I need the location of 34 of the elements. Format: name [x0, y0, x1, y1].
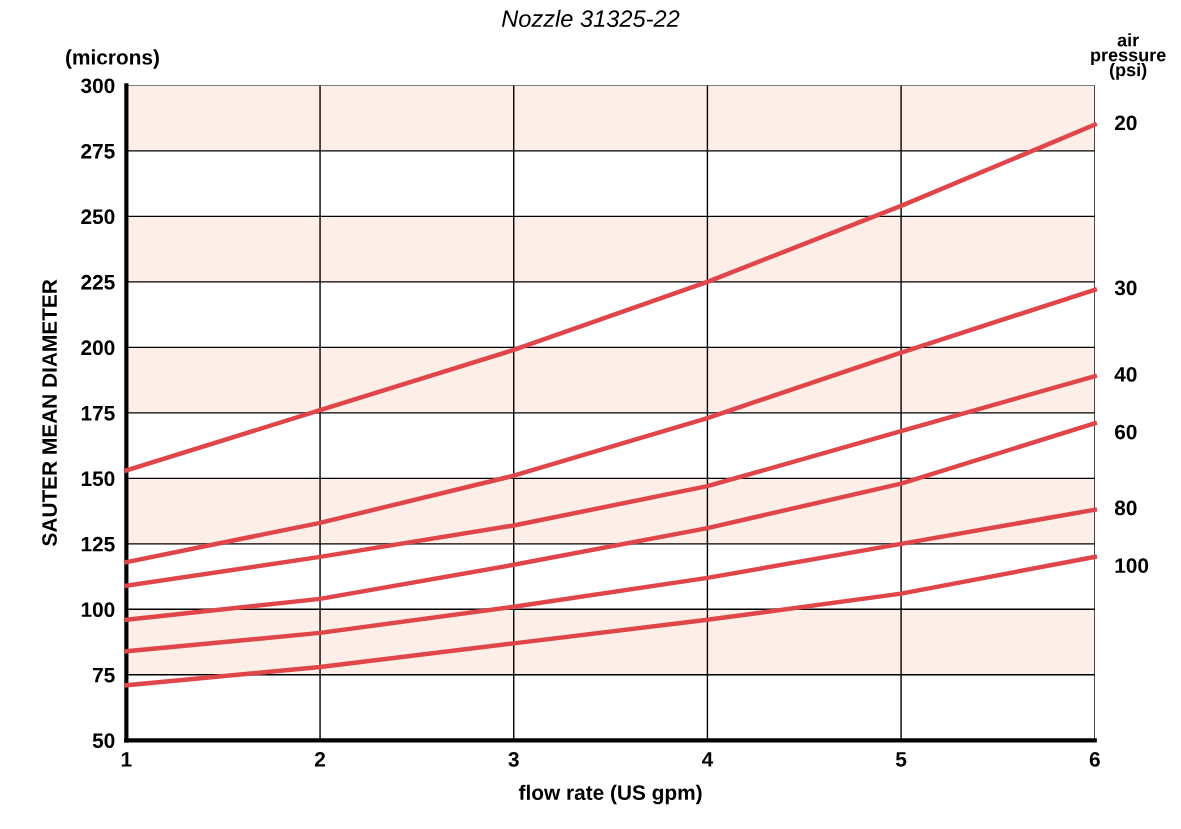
y-tick-label: 75	[92, 668, 115, 683]
y-axis-title: SAUTER MEAN DIAMETER	[42, 279, 57, 546]
series-label: 40	[1114, 367, 1137, 382]
series-label: 20	[1114, 115, 1137, 131]
series-label: 60	[1114, 424, 1137, 440]
line-series	[124, 421, 1098, 623]
x-tick-label: 2	[314, 751, 326, 767]
y-tick-label: 275	[81, 143, 115, 159]
line-series	[124, 554, 1098, 688]
text: (microns)	[66, 49, 159, 69]
y-tick-label: 300	[80, 78, 115, 94]
x-tick-label: 6	[1089, 751, 1100, 767]
x-tick-label: 1	[121, 752, 132, 767]
line-series	[124, 373, 1098, 588]
y-tick-label: 200	[81, 340, 115, 356]
legend-title: air pressure (psi)	[1091, 33, 1166, 80]
x-axis-title: flow rate (US gpm)	[518, 784, 702, 805]
y-tick-label: 50	[92, 733, 115, 749]
series-label: 100	[1115, 558, 1149, 573]
y-tick-label: 250	[81, 209, 115, 225]
series-label: 80	[1114, 500, 1137, 516]
series-label: 30	[1114, 280, 1137, 296]
y-tick-label: 125	[81, 536, 115, 552]
y-tick-label: 100	[81, 602, 115, 618]
y-tick-label: 225	[81, 274, 115, 290]
x-tick-label: 3	[508, 751, 519, 767]
y-tick-label: 175	[81, 406, 115, 421]
line-series	[124, 122, 1098, 473]
x-tick-label: 4	[701, 752, 714, 767]
line-series	[124, 287, 1098, 565]
x-tick-label: 5	[895, 752, 907, 767]
line-series	[124, 507, 1098, 654]
y-tick-label: 150	[81, 471, 115, 487]
chart-title: Nozzle 31325-22	[501, 9, 680, 28]
